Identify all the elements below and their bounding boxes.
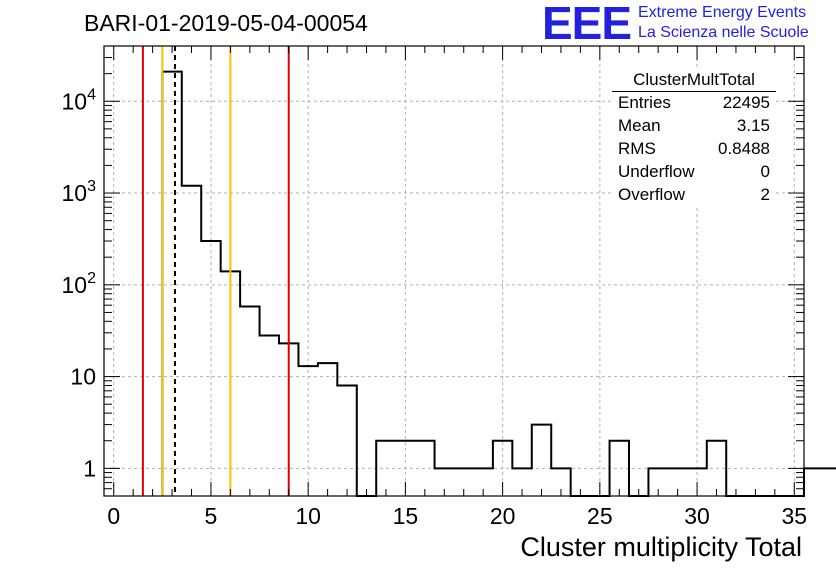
y-tick-label: 10: [70, 364, 96, 390]
stats-title: ClusterMultTotal: [633, 70, 755, 89]
plot-frame: [103, 45, 805, 497]
x-tick-label: 25: [587, 503, 613, 529]
stats-value-rms: 0.8488: [718, 139, 770, 158]
logo-line-2: La Scienza nelle Scuole: [638, 24, 809, 41]
run-title: BARI-01-2019-05-04-00054: [84, 10, 368, 36]
stats-box: ClusterMultTotal Entries 22495 Mean 3.15…: [612, 70, 776, 208]
x-tick-label: 0: [107, 503, 120, 529]
stats-value-underflow: 0: [760, 162, 770, 181]
stats-value-entries: 22495: [722, 93, 770, 112]
y-tick-label: 103: [62, 178, 97, 206]
y-tick-label: 1: [83, 455, 96, 481]
stats-label-overflow: Overflow: [618, 185, 686, 204]
stats-value-overflow: 2: [760, 185, 770, 204]
x-tick-label: 15: [393, 503, 419, 529]
x-tick-label: 5: [205, 503, 218, 529]
x-tick-label: 35: [781, 503, 807, 529]
x-tick-label: 30: [684, 503, 710, 529]
stats-value-mean: 3.15: [736, 116, 770, 135]
y-tick-label: 104: [62, 86, 97, 114]
logo-line-1: Extreme Energy Events: [638, 4, 807, 21]
stats-label-rms: RMS: [618, 139, 656, 158]
eee-logo: EEE: [542, 0, 632, 49]
y-tick-label: 102: [62, 270, 97, 298]
histogram-outline: [161, 70, 836, 497]
x-axis-title: Cluster multiplicity Total: [520, 532, 802, 562]
stats-divider: [612, 91, 776, 92]
x-tick-label: 20: [490, 503, 516, 529]
stats-label-underflow: Underflow: [618, 162, 695, 181]
stats-label-mean: Mean: [618, 116, 661, 135]
x-tick-label: 10: [295, 503, 321, 529]
stats-label-entries: Entries: [618, 93, 671, 112]
